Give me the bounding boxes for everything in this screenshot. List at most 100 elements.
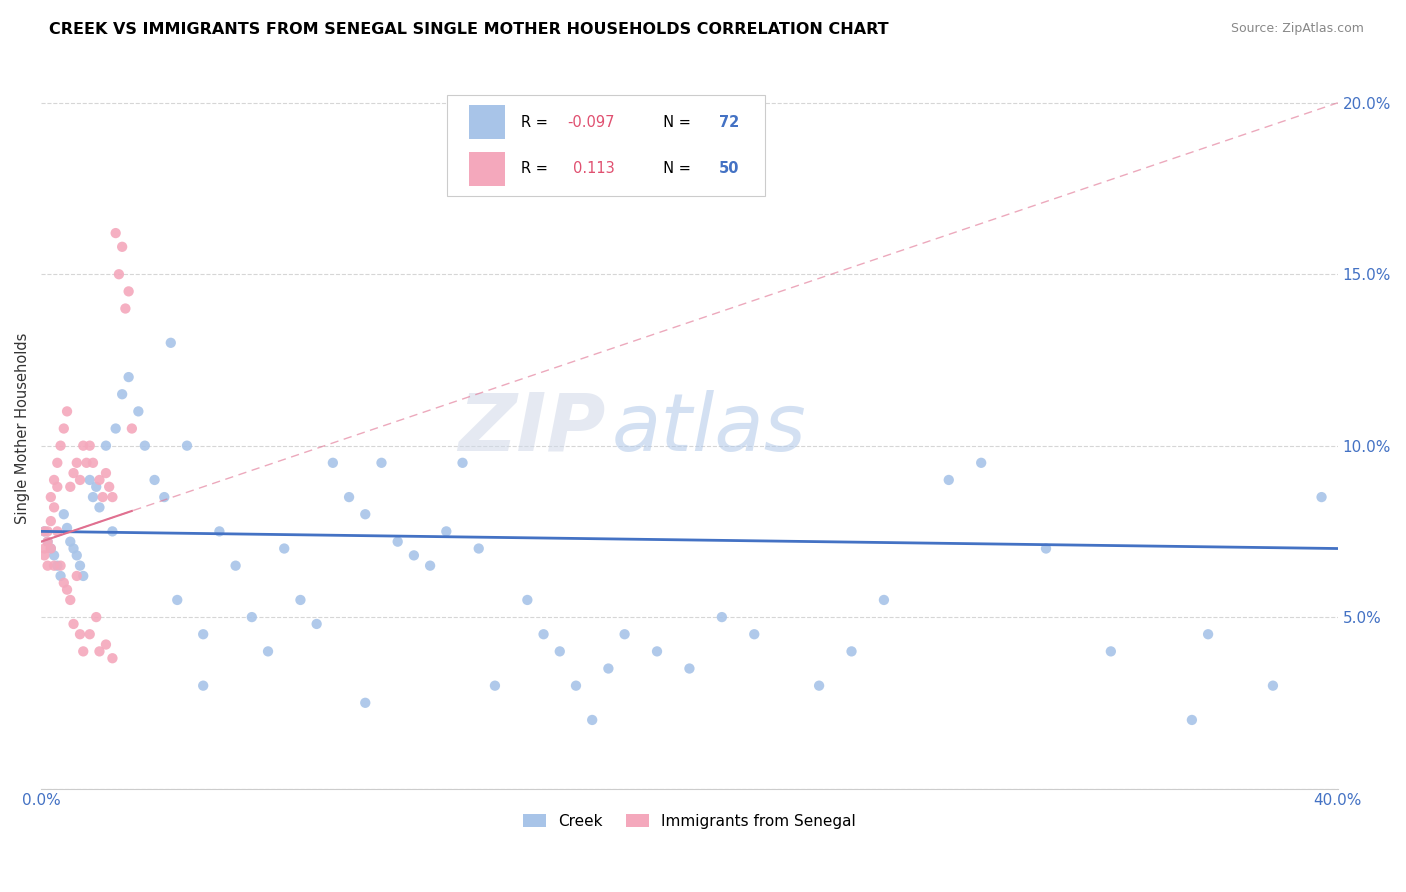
Point [52,575,75,590]
Point [59,534,82,549]
Text: CREEK VS IMMIGRANTS FROM SENEGAL SINGLE MOTHER HOUSEHOLDS CORRELATION CHART: CREEK VS IMMIGRANTS FROM SENEGAL SINGLE … [49,22,889,37]
Point [76,456,98,470]
Text: R =: R = [520,115,553,129]
Point [273,541,295,556]
Text: -0.097: -0.097 [568,115,614,129]
Point [56,521,79,535]
Point [89,473,111,487]
Point [290,593,312,607]
Text: Source: ZipAtlas.com: Source: ZipAtlas.com [1230,22,1364,36]
Point [34,541,56,556]
Point [34,524,56,539]
Point [387,534,409,549]
Point [451,456,474,470]
Point [39,490,62,504]
Point [62,616,84,631]
Point [645,644,668,658]
Point [79,473,101,487]
Point [94,466,117,480]
Point [72,569,94,583]
Point [1261,679,1284,693]
Point [42,473,65,487]
Point [193,627,215,641]
Point [98,480,121,494]
Point [34,524,56,539]
Point [938,473,960,487]
Point [240,610,263,624]
Point [114,301,136,316]
Point [1181,713,1204,727]
Point [59,480,82,494]
Point [101,651,124,665]
Point [42,558,65,573]
Text: 50: 50 [720,161,740,177]
Point [89,644,111,658]
Point [69,627,91,641]
Point [52,507,75,521]
Point [305,616,328,631]
Point [117,370,139,384]
Point [46,524,69,539]
Point [117,285,139,299]
Point [208,524,231,539]
Point [742,627,765,641]
Point [159,335,181,350]
Point [166,593,188,607]
Point [37,558,59,573]
Point [108,267,131,281]
Point [111,240,134,254]
Point [121,421,143,435]
Point [841,644,863,658]
Point [516,593,538,607]
Point [484,679,506,693]
Point [39,514,62,528]
Point [598,661,620,675]
Point [62,541,84,556]
Text: ZIP: ZIP [458,390,605,467]
Point [42,549,65,563]
Point [66,456,89,470]
Point [72,644,94,658]
Text: atlas: atlas [612,390,807,467]
Point [39,541,62,556]
Point [257,644,280,658]
Y-axis label: Single Mother Households: Single Mother Households [15,333,30,524]
Point [134,439,156,453]
Point [548,644,571,658]
Point [176,439,198,453]
Point [89,500,111,515]
Point [69,473,91,487]
Point [42,500,65,515]
Point [56,582,79,597]
Point [434,524,457,539]
Point [1310,490,1333,504]
Point [46,480,69,494]
Point [79,439,101,453]
Point [678,661,700,675]
Point [37,534,59,549]
Point [39,541,62,556]
Point [565,679,588,693]
Point [101,490,124,504]
Point [56,404,79,418]
Point [34,549,56,563]
Point [66,569,89,583]
Point [337,490,360,504]
Point [69,558,91,573]
Point [322,456,344,470]
Point [402,549,425,563]
Text: R =: R = [520,161,557,177]
Point [370,456,392,470]
Point [37,534,59,549]
Point [46,558,69,573]
FancyBboxPatch shape [470,152,505,186]
Point [49,569,72,583]
Text: N =: N = [654,161,696,177]
Point [49,439,72,453]
Point [49,558,72,573]
Point [193,679,215,693]
Point [354,507,377,521]
Point [84,610,107,624]
Point [91,490,114,504]
Legend: Creek, Immigrants from Senegal: Creek, Immigrants from Senegal [517,807,862,835]
